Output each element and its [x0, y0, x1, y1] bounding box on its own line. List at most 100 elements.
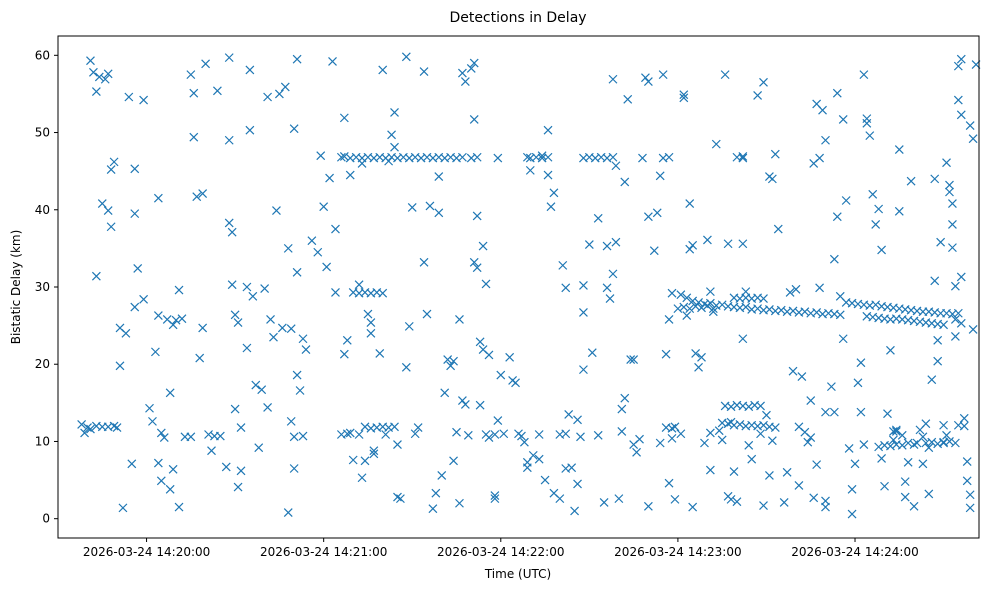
detection-marker [298, 431, 308, 441]
detection-marker [655, 438, 665, 448]
detection-marker [242, 343, 252, 353]
x-tick-label: 2026-03-24 14:23:00 [614, 545, 741, 559]
y-axis-label: Bistatic Delay (km) [9, 230, 23, 345]
detection-marker [965, 503, 975, 513]
detection-marker [452, 427, 461, 437]
detection-marker [543, 170, 553, 180]
detection-marker [283, 508, 293, 517]
detection-marker [401, 52, 411, 62]
detection-marker [263, 403, 273, 412]
detection-marker [759, 420, 768, 430]
y-tick-label: 10 [35, 434, 50, 448]
detection-marker [632, 447, 642, 457]
detection-marker [86, 56, 95, 66]
detection-marker [413, 423, 423, 432]
detection-marker [472, 211, 482, 221]
detection-marker [835, 291, 845, 301]
detection-marker [469, 114, 479, 124]
detection-marker [319, 202, 329, 212]
detection-marker [682, 311, 692, 320]
detection-marker [331, 224, 340, 234]
detection-marker [331, 287, 340, 297]
y-tick-label: 60 [35, 48, 50, 62]
detection-marker [130, 209, 140, 219]
detection-marker [198, 323, 208, 333]
x-tick-label: 2026-03-24 14:24:00 [791, 545, 918, 559]
detection-marker [918, 432, 928, 442]
detection-marker [794, 481, 804, 490]
detection-marker [546, 202, 556, 212]
detection-marker [753, 91, 763, 100]
detection-marker [425, 201, 435, 211]
detection-marker [366, 328, 376, 338]
detection-marker [770, 423, 780, 432]
detection-marker [744, 440, 754, 450]
y-tick-label: 20 [35, 357, 50, 371]
detection-marker [522, 463, 532, 473]
detection-marker [490, 494, 500, 504]
detection-marker [702, 235, 712, 245]
detection-marker [847, 509, 857, 519]
detection-marker [641, 73, 650, 83]
detection-marker [723, 239, 733, 249]
detection-marker [573, 415, 582, 425]
detection-marker [697, 303, 706, 313]
detection-marker [525, 165, 535, 175]
detection-marker [248, 291, 258, 301]
detection-marker [927, 375, 937, 385]
detection-marker [968, 134, 978, 144]
detection-marker [959, 421, 969, 431]
detection-marker [342, 429, 352, 439]
detection-marker [567, 463, 577, 473]
detection-marker [301, 345, 311, 354]
detection-marker [658, 70, 668, 80]
detection-marker [174, 285, 184, 295]
detection-marker [121, 328, 131, 338]
detection-marker [127, 459, 137, 469]
detection-marker [956, 272, 966, 282]
chart-title: Detections in Delay [449, 10, 586, 26]
detection-marker [815, 283, 825, 293]
detection-marker [112, 423, 122, 432]
detection-marker [224, 135, 234, 145]
detection-marker [688, 240, 698, 250]
detection-marker [962, 457, 972, 466]
detection-marker [741, 302, 751, 312]
detection-marker [460, 77, 470, 86]
detection-marker [103, 206, 113, 215]
detection-marker [269, 332, 278, 342]
detection-marker [927, 437, 937, 447]
detection-marker [956, 318, 966, 328]
detection-marker [215, 431, 225, 441]
detection-marker [325, 173, 335, 183]
detection-marker [930, 174, 940, 184]
detection-marker [517, 431, 526, 441]
detection-marker [94, 72, 104, 82]
detection-marker [124, 92, 134, 102]
detection-marker [599, 498, 609, 507]
detection-marker [629, 355, 639, 365]
detection-marker [821, 135, 830, 145]
detection-marker [900, 477, 910, 487]
detection-marker [227, 280, 237, 290]
detection-marker [579, 365, 588, 375]
data-points [77, 52, 981, 519]
detection-marker [717, 300, 727, 310]
detection-marker [880, 481, 889, 491]
detection-marker [307, 236, 317, 246]
detection-marker [608, 269, 618, 279]
detection-marker [948, 199, 957, 209]
detection-marker [676, 429, 686, 439]
detection-marker [224, 53, 234, 63]
detection-marker [156, 476, 166, 486]
detection-marker [959, 413, 969, 423]
detection-marker [738, 334, 748, 344]
detection-marker [694, 362, 703, 372]
detection-marker [950, 281, 960, 291]
detection-marker [738, 153, 748, 163]
detection-marker [602, 283, 612, 293]
detection-marker [537, 151, 547, 161]
detection-marker [788, 306, 798, 316]
detection-marker [360, 456, 370, 466]
detection-marker [738, 239, 748, 249]
